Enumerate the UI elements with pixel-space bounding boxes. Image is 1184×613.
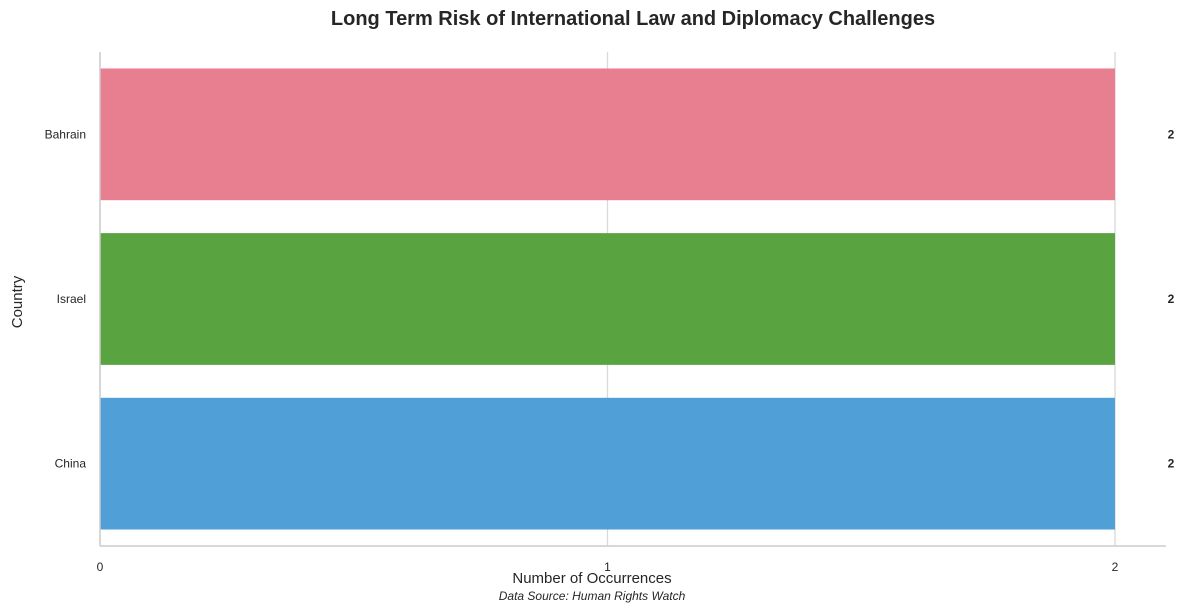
bar-china [100, 397, 1115, 530]
x-tick-labels: 0 1 2 [97, 560, 1119, 574]
data-source-note: Data Source: Human Rights Watch [499, 589, 686, 603]
x-axis-label: Number of Occurrences [512, 570, 671, 587]
data-label-israel: 2 [1168, 292, 1175, 306]
data-labels: 2 2 2 [1168, 127, 1175, 470]
bars-group [100, 68, 1115, 530]
y-tick-label-israel: Israel [57, 292, 86, 306]
bar-bahrain [100, 68, 1115, 201]
data-label-china: 2 [1168, 457, 1175, 471]
x-tick-label-0: 0 [97, 560, 104, 574]
y-tick-label-china: China [55, 457, 87, 471]
y-axis-label: Country [9, 275, 26, 328]
chart-title: Long Term Risk of International Law and … [331, 8, 935, 30]
data-label-bahrain: 2 [1168, 127, 1175, 141]
bar-israel [100, 233, 1115, 365]
y-tick-label-bahrain: Bahrain [45, 127, 86, 141]
x-tick-label-1: 1 [604, 560, 611, 574]
y-tick-labels: Bahrain Israel China [45, 127, 87, 470]
axes-group [99, 52, 1166, 547]
x-tick-label-2: 2 [1112, 560, 1119, 574]
